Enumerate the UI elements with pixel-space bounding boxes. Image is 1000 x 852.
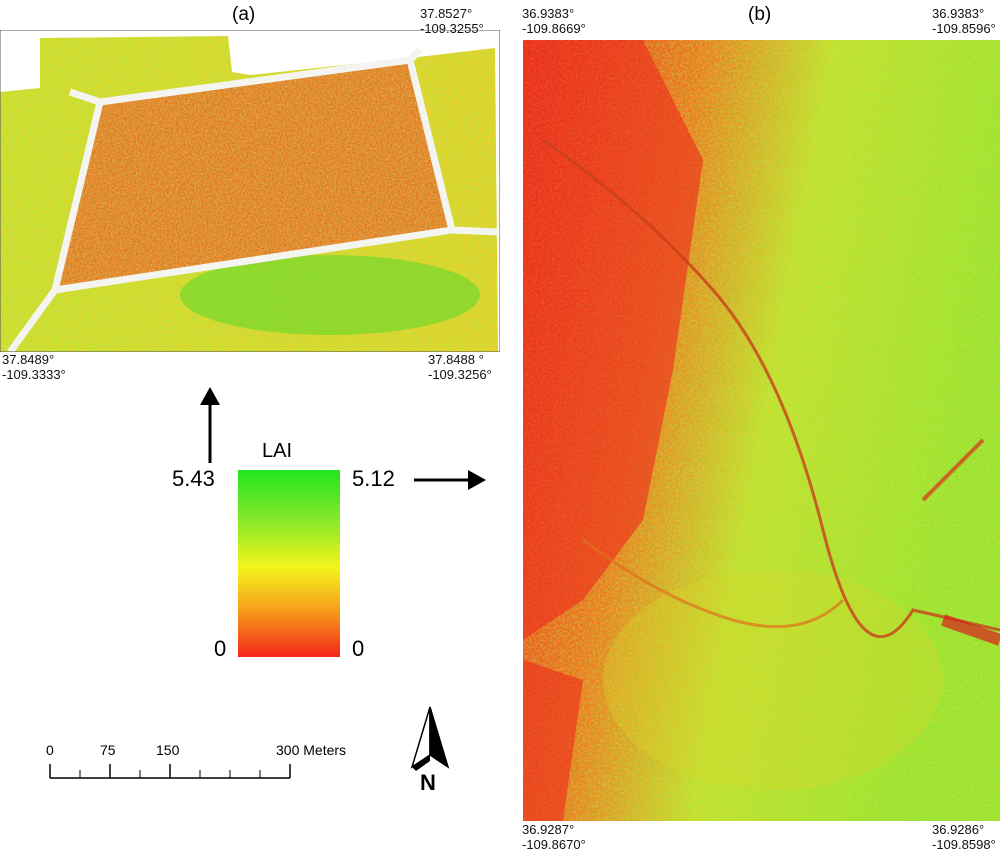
north-label: N [420,770,436,795]
legend-right-min: 0 [352,636,365,661]
legend-right-max: 5.12 [352,466,395,491]
arrow-right-icon [414,470,486,490]
legend-title: LAI [262,440,293,462]
panel-a-label: (a) [232,4,256,25]
lon: -109.3256° [428,367,492,382]
panel-b-label: (b) [748,4,772,25]
lon: -109.8596° [932,21,996,36]
scale-label-75: 75 [100,742,116,758]
scale-label-150: 150 [156,742,180,758]
panel-b-top-right-coord: 36.9383° -109.8596° [932,6,996,36]
lon: -109.3333° [2,367,66,382]
lat: 37.8488 ° [428,352,484,367]
lai-map-panel-b [523,40,1000,821]
scale-bar [49,764,291,779]
scale-label-300: 300 Meters [276,742,347,758]
lat: 36.9383° [522,6,575,21]
panel-b-bottom-left-coord: 36.9287° -109.8670° [522,822,586,852]
panel-b-top-left-coord: 36.9383° -109.8669° [522,6,586,36]
lon: -109.8670° [522,837,586,852]
panel-a-bottom-left-coord: 37.8489° -109.3333° [2,352,66,382]
panel-b-bottom-right-coord: 36.9286° -109.8598° [932,822,996,852]
arrow-up-icon [200,387,220,463]
lon: -109.8669° [522,21,586,36]
north-arrow-icon [410,706,450,771]
lat: 37.8489° [2,352,55,367]
lai-map-panel-a [0,30,500,352]
lat: 37.8527° [420,6,473,21]
scale-label-0: 0 [46,742,54,758]
lat: 36.9287° [522,822,575,837]
panel-a-bottom-right-coord: 37.8488 ° -109.3256° [428,352,492,382]
lat: 36.9383° [932,6,985,21]
legend-left-min: 0 [214,636,227,661]
panel-a-top-right-coord: 37.8527° -109.3255° [420,6,484,36]
legend-left-max: 5.43 [172,466,215,491]
lon: -109.3255° [420,21,484,36]
lai-color-ramp [238,470,340,657]
lat: 36.9286° [932,822,985,837]
lon: -109.8598° [932,837,996,852]
